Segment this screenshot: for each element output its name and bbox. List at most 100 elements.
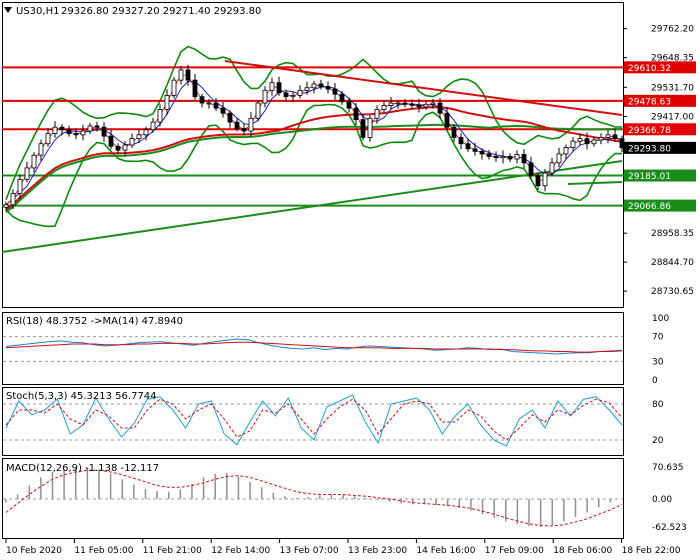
candle-body-82 xyxy=(577,138,583,142)
candle-body-88 xyxy=(619,138,625,149)
candle-body-77 xyxy=(542,172,548,187)
price-tick-6: 28844.70 xyxy=(651,258,694,268)
candle-body-21 xyxy=(150,121,156,131)
candle-body-44 xyxy=(311,83,317,89)
candle-body-40 xyxy=(283,92,289,98)
time-tick-4: 13 Feb 07:00 xyxy=(280,546,339,556)
candle-body-32 xyxy=(227,112,233,123)
candles xyxy=(3,64,625,211)
time-tick-5: 13 Feb 23:00 xyxy=(348,546,407,556)
candle-body-10 xyxy=(73,133,79,136)
time-tick-2: 11 Feb 21:00 xyxy=(143,546,202,556)
candle-body-43 xyxy=(304,87,310,91)
candle-body-79 xyxy=(556,153,562,164)
candle-body-31 xyxy=(220,107,226,114)
candle-body-27 xyxy=(192,79,198,98)
candle-body-41 xyxy=(290,95,296,98)
candle-body-42 xyxy=(297,89,303,96)
candle-body-48 xyxy=(339,93,345,103)
candle-body-85 xyxy=(598,136,604,141)
candle-body-81 xyxy=(570,140,576,148)
candle-body-73 xyxy=(514,154,520,160)
candle-body-87 xyxy=(612,134,618,140)
macd-panel: 70.635 0.00 -62.523 xyxy=(3,463,687,533)
candle-body-26 xyxy=(185,69,191,81)
candle-body-60 xyxy=(423,103,429,108)
candle-body-68 xyxy=(479,150,485,155)
ma-red-line xyxy=(5,106,623,211)
ma-green-line xyxy=(5,123,623,214)
level-tag-2 xyxy=(624,123,696,136)
symbol-label: US30,H1 xyxy=(16,6,59,17)
price-tick-5: 28958.35 xyxy=(651,229,694,239)
rsi-tick-0: 100 xyxy=(652,314,669,324)
time-tick-3: 12 Feb 14:00 xyxy=(211,546,270,556)
candle-body-2 xyxy=(17,178,23,194)
current-price-tag xyxy=(624,141,696,154)
candle-body-22 xyxy=(157,108,163,123)
rsi-title: RSI(18) 48.3752 ->MA(14) 47.8940 xyxy=(6,316,183,327)
candle-body-30 xyxy=(213,102,219,109)
macd-tick-1: 0.00 xyxy=(652,495,672,505)
candle-body-80 xyxy=(563,147,569,155)
candle-body-54 xyxy=(381,105,387,110)
candle-body-18 xyxy=(129,138,135,146)
level-tag-label-4: 29066.86 xyxy=(628,202,671,212)
macd-panel-frame xyxy=(2,458,624,539)
level-tag-label-3: 29185.01 xyxy=(628,172,671,182)
candle-body-35 xyxy=(248,117,254,132)
candle-body-23 xyxy=(164,95,170,110)
candle-body-67 xyxy=(472,148,478,152)
rsi-tick-1: 70 xyxy=(652,333,664,343)
time-tick-6: 14 Feb 16:00 xyxy=(416,546,475,556)
candle-body-5 xyxy=(38,143,44,156)
level-tag-label-0: 29610.32 xyxy=(628,64,671,74)
rsi-panel: 100 70 30 0 xyxy=(3,314,669,386)
stoch-panel: 80 20 xyxy=(3,394,664,447)
candle-body-25 xyxy=(178,69,184,81)
moving-averages xyxy=(5,74,623,214)
candle-body-69 xyxy=(486,153,492,157)
candle-body-58 xyxy=(409,103,415,106)
candle-body-15 xyxy=(108,135,114,147)
resistance-trendline xyxy=(224,60,623,116)
candle-body-52 xyxy=(367,117,373,138)
candle-body-36 xyxy=(255,102,261,119)
candle-body-75 xyxy=(528,162,534,176)
candle-body-20 xyxy=(143,129,149,136)
candle-body-59 xyxy=(416,104,422,108)
candle-body-17 xyxy=(122,144,128,151)
macd-tick-0: 70.635 xyxy=(652,463,684,473)
candle-body-74 xyxy=(521,154,527,164)
level-tag-4 xyxy=(624,199,696,212)
candle-body-72 xyxy=(507,156,513,160)
rsi-series-0 xyxy=(5,338,623,355)
stoch-series-0 xyxy=(5,394,623,447)
time-tick-0: 10 Feb 2020 xyxy=(6,546,62,556)
time-tick-9: 18 Feb 22:00 xyxy=(622,546,681,556)
level-tag-1 xyxy=(624,94,696,107)
candle-body-1 xyxy=(10,192,16,206)
candle-body-65 xyxy=(458,136,464,145)
candle-body-13 xyxy=(94,125,100,128)
candle-body-84 xyxy=(591,139,597,145)
candle-body-53 xyxy=(374,108,380,119)
current-price-label: 29293.80 xyxy=(628,144,671,154)
candle-body-29 xyxy=(206,102,212,105)
candle-body-46 xyxy=(325,86,331,90)
upper-band-line xyxy=(5,45,623,200)
candle-body-34 xyxy=(241,128,247,132)
time-tick-1: 11 Feb 05:00 xyxy=(74,546,133,556)
candle-body-0 xyxy=(3,204,9,208)
candle-body-39 xyxy=(276,82,282,94)
rsi-tick-2: 30 xyxy=(652,357,664,367)
candle-body-57 xyxy=(402,102,408,105)
candle-body-66 xyxy=(465,143,471,150)
stoch-panel-frame xyxy=(2,387,624,456)
bollinger-bands xyxy=(5,45,623,228)
level-tags: 29610.32 29478.63 29366.78 29185.01 29066.86… xyxy=(624,61,696,212)
candle-body-38 xyxy=(269,82,275,91)
rsi-tick-3: 0 xyxy=(652,376,658,386)
candle-body-76 xyxy=(535,175,541,187)
candle-body-64 xyxy=(451,126,457,138)
